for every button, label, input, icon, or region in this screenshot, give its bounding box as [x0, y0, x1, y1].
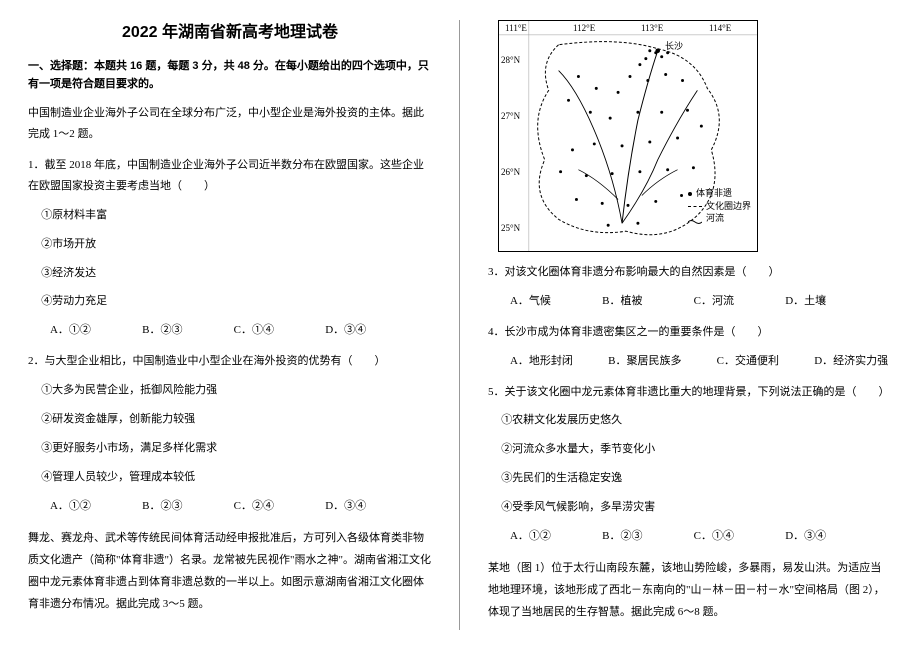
right-column: 111°E 112°E 113°E 114°E 28°N 27°N 26°N 2…	[460, 0, 920, 650]
dash-icon	[688, 206, 702, 207]
q1-stem-1: ①原材料丰富	[28, 205, 432, 226]
q1-stem-4: ④劳动力充足	[28, 291, 432, 312]
exam-title: 2022 年湖南省新高考地理试卷	[28, 18, 432, 42]
q5-stem-1: ①农耕文化发展历史悠久	[488, 410, 892, 431]
q1-opt-c: C．①④	[220, 320, 274, 341]
q5-stem-3: ③先民们的生活稳定安逸	[488, 468, 892, 489]
legend-2: 文化圈边界	[706, 200, 751, 213]
q3-opt-b: B．植被	[589, 291, 643, 312]
q1-text: 1．截至 2018 年底，中国制造业企业海外子公司近半数分布在欧盟国家。这些企业…	[28, 155, 432, 197]
q5-opt-d: D．③④	[772, 526, 826, 547]
q1-stem-3: ③经济发达	[28, 263, 432, 284]
q5-opt-b: B．②③	[589, 526, 643, 547]
legend-3: 河流	[706, 212, 724, 225]
q2-stem-2: ②研发资金雄厚，创新能力较强	[28, 409, 432, 430]
legend-1: 体育非遗	[696, 187, 732, 200]
q1-opt-d: D．③④	[312, 320, 366, 341]
q3-text: 3．对该文化圈体育非遗分布影响最大的自然因素是（ ）	[488, 262, 892, 283]
city-label: 长沙	[665, 39, 683, 52]
q4-options: A．地形封闭 B．聚居民族多 C．交通便利 D．经济实力强	[488, 351, 892, 372]
dot-icon	[688, 192, 692, 196]
q5-options: A．①② B．②③ C．①④ D．③④	[488, 526, 892, 547]
para-3: 某地（图 1）位于太行山南段东麓，该地山势险峻，多暴雨，易发山洪。为适应当地地理…	[488, 557, 892, 623]
q4-opt-c: C．交通便利	[703, 351, 779, 372]
q2-options: A．①② B．②③ C．②④ D．③④	[28, 496, 432, 517]
q3-opt-d: D．土壤	[772, 291, 826, 312]
q4-opt-d: D．经济实力强	[801, 351, 888, 372]
q5-opt-c: C．①④	[680, 526, 734, 547]
q2-stem-3: ③更好服务小市场，满足多样化需求	[28, 438, 432, 459]
q2-stem-1: ①大多为民营企业，抵御风险能力强	[28, 380, 432, 401]
q4-text: 4．长沙市成为体育非遗密集区之一的重要条件是（ ）	[488, 322, 892, 343]
q5-opt-a: A．①②	[497, 526, 551, 547]
q5-stem-2: ②河流众多水量大，季节变化小	[488, 439, 892, 460]
q2-opt-c: C．②④	[220, 496, 274, 517]
section1-header: 一、选择题：本题共 16 题，每题 3 分，共 48 分。在每小题给出的四个选项…	[28, 58, 432, 93]
legend-row-2: 文化圈边界	[688, 200, 751, 213]
map-legend: 体育非遗 文化圈边界 河流	[688, 187, 751, 225]
map-figure: 111°E 112°E 113°E 114°E 28°N 27°N 26°N 2…	[498, 20, 758, 252]
para-2: 舞龙、赛龙舟、武术等传统民间体育活动经申报批准后，方可列入各级体育类非物质文化遗…	[28, 527, 432, 615]
intro-1: 中国制造业企业海外子公司在全球分布广泛，中小型企业是海外投资的主体。据此完成 1…	[28, 103, 432, 145]
q2-stem-4: ④管理人员较少，管理成本较低	[28, 467, 432, 488]
q3-opt-c: C．河流	[680, 291, 734, 312]
q2-opt-b: B．②③	[129, 496, 183, 517]
legend-row-3: 河流	[688, 212, 751, 225]
q1-opt-b: B．②③	[129, 320, 183, 341]
left-column: 2022 年湖南省新高考地理试卷 一、选择题：本题共 16 题，每题 3 分，共…	[0, 0, 460, 650]
q4-opt-a: A．地形封闭	[497, 351, 573, 372]
q2-text: 2．与大型企业相比，中国制造业中小型企业在海外投资的优势有（ ）	[28, 351, 432, 372]
q2-opt-a: A．①②	[37, 496, 91, 517]
q3-options: A．气候 B．植被 C．河流 D．土壤	[488, 291, 892, 312]
q5-text: 5．关于该文化圈中龙元素体育非遗比重大的地理背景，下列说法正确的是（ ）	[488, 382, 892, 403]
legend-row-1: 体育非遗	[688, 187, 751, 200]
q2-opt-d: D．③④	[312, 496, 366, 517]
q4-opt-b: B．聚居民族多	[595, 351, 682, 372]
q1-stem-2: ②市场开放	[28, 234, 432, 255]
wavy-icon	[688, 216, 702, 222]
q1-opt-a: A．①②	[37, 320, 91, 341]
q3-opt-a: A．气候	[497, 291, 551, 312]
q1-options: A．①② B．②③ C．①④ D．③④	[28, 320, 432, 341]
q5-stem-4: ④受季风气候影响，多旱涝灾害	[488, 497, 892, 518]
